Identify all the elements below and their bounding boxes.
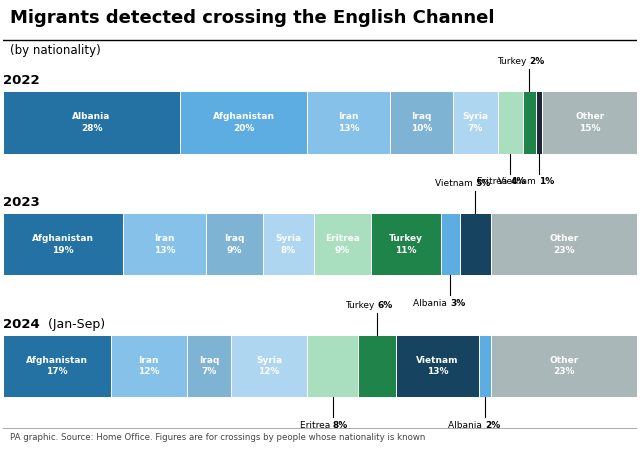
- Text: Turkey: Turkey: [345, 301, 377, 310]
- Bar: [206, 213, 263, 276]
- Bar: [358, 335, 396, 397]
- Bar: [231, 335, 307, 397]
- Bar: [111, 335, 187, 397]
- Text: Albania
28%: Albania 28%: [72, 112, 111, 132]
- Bar: [314, 213, 371, 276]
- Bar: [187, 335, 231, 397]
- Bar: [498, 92, 523, 154]
- Bar: [523, 92, 536, 154]
- Text: 2%: 2%: [529, 57, 545, 66]
- Text: Eritrea: Eritrea: [300, 421, 333, 430]
- Text: Other
23%: Other 23%: [550, 234, 579, 255]
- Text: Other
23%: Other 23%: [550, 357, 579, 376]
- Bar: [307, 92, 390, 154]
- Bar: [453, 92, 498, 154]
- Text: Vietnam: Vietnam: [499, 177, 539, 186]
- Bar: [263, 213, 314, 276]
- Text: Turkey
11%: Turkey 11%: [388, 234, 422, 255]
- Bar: [124, 213, 206, 276]
- Text: 2023: 2023: [3, 196, 40, 209]
- Bar: [3, 92, 180, 154]
- Text: 6%: 6%: [377, 301, 392, 310]
- Text: (by nationality): (by nationality): [10, 44, 101, 57]
- Text: Iraq
7%: Iraq 7%: [199, 357, 219, 376]
- Text: 2022: 2022: [3, 74, 40, 87]
- Text: Iraq
10%: Iraq 10%: [411, 112, 432, 132]
- Text: Syria
8%: Syria 8%: [275, 234, 301, 255]
- Text: 1%: 1%: [539, 177, 554, 186]
- Text: 2024: 2024: [3, 318, 40, 331]
- Text: Vietnam
13%: Vietnam 13%: [416, 357, 459, 376]
- Text: 8%: 8%: [333, 421, 348, 430]
- Bar: [307, 335, 358, 397]
- Text: Afghanistan
19%: Afghanistan 19%: [32, 234, 94, 255]
- Text: 3%: 3%: [450, 299, 465, 308]
- Text: PA graphic. Source: Home Office. Figures are for crossings by people whose natio: PA graphic. Source: Home Office. Figures…: [10, 433, 426, 442]
- Text: Iran
13%: Iran 13%: [154, 234, 175, 255]
- Bar: [396, 335, 479, 397]
- Text: Iraq
9%: Iraq 9%: [224, 234, 244, 255]
- Bar: [3, 213, 124, 276]
- Bar: [440, 213, 460, 276]
- Text: Albania: Albania: [413, 299, 450, 308]
- Text: Syria
12%: Syria 12%: [256, 357, 282, 376]
- Text: Turkey: Turkey: [497, 57, 529, 66]
- Bar: [492, 213, 637, 276]
- Text: Eritrea
9%: Eritrea 9%: [324, 234, 360, 255]
- Text: Eritrea: Eritrea: [477, 177, 510, 186]
- Bar: [180, 92, 307, 154]
- Text: Migrants detected crossing the English Channel: Migrants detected crossing the English C…: [10, 9, 495, 27]
- Bar: [390, 92, 453, 154]
- Bar: [3, 335, 111, 397]
- Bar: [536, 92, 542, 154]
- Bar: [479, 335, 492, 397]
- Text: 4%: 4%: [510, 177, 526, 186]
- Text: Iran
12%: Iran 12%: [138, 357, 159, 376]
- Text: Syria
7%: Syria 7%: [462, 112, 488, 132]
- Bar: [542, 92, 637, 154]
- Text: Afghanistan
17%: Afghanistan 17%: [26, 357, 88, 376]
- Text: Albania: Albania: [448, 421, 485, 430]
- Bar: [492, 335, 637, 397]
- Text: (Jan-Sep): (Jan-Sep): [44, 318, 105, 331]
- Text: Afghanistan
20%: Afghanistan 20%: [213, 112, 275, 132]
- Text: Vietnam: Vietnam: [435, 179, 476, 188]
- Text: Iran
13%: Iran 13%: [338, 112, 359, 132]
- Text: 5%: 5%: [476, 179, 491, 188]
- Text: 2%: 2%: [485, 421, 500, 430]
- Bar: [371, 213, 440, 276]
- Bar: [460, 213, 492, 276]
- Text: Other
15%: Other 15%: [575, 112, 604, 132]
